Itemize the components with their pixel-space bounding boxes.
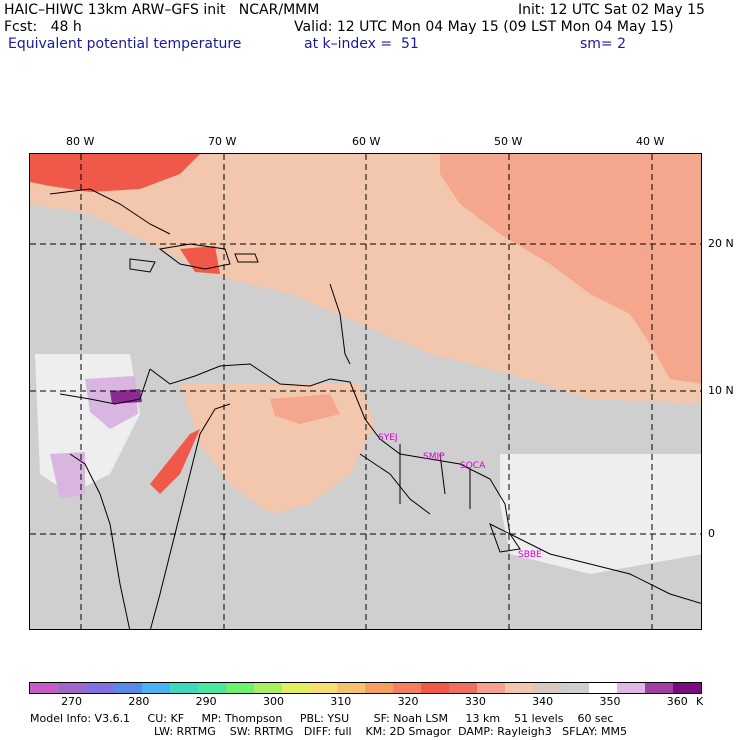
colorbar-segment — [113, 683, 142, 693]
colorbar-segment — [57, 683, 86, 693]
colorbar-segment — [505, 683, 534, 693]
colorbar-tick-label: 270 — [61, 695, 83, 708]
forecast-hour: Fcst: 48 h — [4, 19, 82, 35]
coastlines — [49, 188, 701, 629]
colorbar-tick-label: 330 — [464, 695, 486, 708]
high-theta-e-region — [440, 154, 701, 384]
lavender-patch — [85, 376, 138, 429]
colorbar-tick-label: 290 — [195, 695, 217, 708]
colorbar-segment — [533, 683, 562, 693]
lon-label-40w: 40 W — [636, 135, 665, 148]
site-label-syej: SYEJ — [378, 433, 398, 443]
lavender-patch-south — [50, 452, 85, 499]
site-label-smjp: SMJP — [423, 452, 445, 462]
site-label-sbbe: SBBE — [518, 550, 542, 560]
colorbar-tick-label: 300 — [262, 695, 284, 708]
colorbar-tick-label: 350 — [599, 695, 621, 708]
colorbar-segment — [561, 683, 590, 693]
lat-label-0: 0 — [708, 527, 715, 540]
lon-label-70w: 70 W — [208, 135, 237, 148]
venezuela-salmon-patch — [270, 394, 340, 424]
colorbar-segment — [281, 683, 310, 693]
lon-label-60w: 60 W — [352, 135, 381, 148]
lon-label-50w: 50 W — [494, 135, 523, 148]
colorbar-tick-label: 320 — [397, 695, 419, 708]
colorbar-segment — [421, 683, 450, 693]
colorbar-segment — [225, 683, 254, 693]
colorbar-segment — [672, 683, 701, 693]
colorbar-segment — [141, 683, 170, 693]
map-panel: SYEJ SMJP SOCA SBBE — [29, 153, 702, 630]
colorbar-tick-label: K — [696, 695, 704, 708]
field-name: Equivalent potential temperature — [8, 36, 242, 52]
low-theta-e-region-east — [500, 454, 701, 574]
model-info-line1: Model Info: V3.6.1 CU: KF MP: Thompson P… — [30, 712, 614, 725]
colorbar-segment — [589, 683, 618, 693]
hispaniola-red-patch — [180, 246, 220, 274]
colorbar-tick-label: 280 — [128, 695, 150, 708]
colorbar-segment — [253, 683, 282, 693]
colorbar-segment — [393, 683, 422, 693]
colorbar-segment — [617, 683, 645, 693]
valid-time: Valid: 12 UTC Mon 04 May 15 (09 LST Mon … — [294, 19, 674, 35]
graticule — [30, 154, 701, 629]
init-time: Init: 12 UTC Sat 02 May 15 — [518, 2, 705, 18]
colorbar-segment — [477, 683, 506, 693]
colorbar-segment — [309, 683, 338, 693]
colorbar-tick-label: 340 — [532, 695, 554, 708]
colorbar-segment — [30, 683, 58, 693]
smoothing-info: sm= 2 — [580, 36, 627, 52]
colorbar-segment — [365, 683, 394, 693]
model-info-line2: LW: RRTMG SW: RRTMG DIFF: full KM: 2D Sm… — [154, 725, 627, 738]
map-canvas — [30, 154, 701, 629]
colorbar-segment — [337, 683, 366, 693]
colorbar-tick-label: 360 — [666, 695, 688, 708]
site-label-soca: SOCA — [460, 461, 486, 471]
colorbar-segment — [644, 683, 673, 693]
colorbar-segment — [169, 683, 198, 693]
colorbar-tick-label: 310 — [330, 695, 352, 708]
colorbar-segment — [85, 683, 114, 693]
colorbar-segment — [449, 683, 478, 693]
lon-label-80w: 80 W — [66, 135, 95, 148]
very-high-theta-e-region — [30, 154, 200, 192]
lat-label-20n: 20 N — [708, 237, 734, 250]
level-info: at k–index = 51 — [304, 36, 419, 52]
colorbar-segment — [197, 683, 226, 693]
lat-label-10n: 10 N — [708, 384, 734, 397]
model-title: HAIC–HIWC 13km ARW–GFS init NCAR/MMM — [4, 2, 320, 18]
colorbar — [29, 682, 702, 694]
andes-red-streak — [150, 429, 200, 494]
